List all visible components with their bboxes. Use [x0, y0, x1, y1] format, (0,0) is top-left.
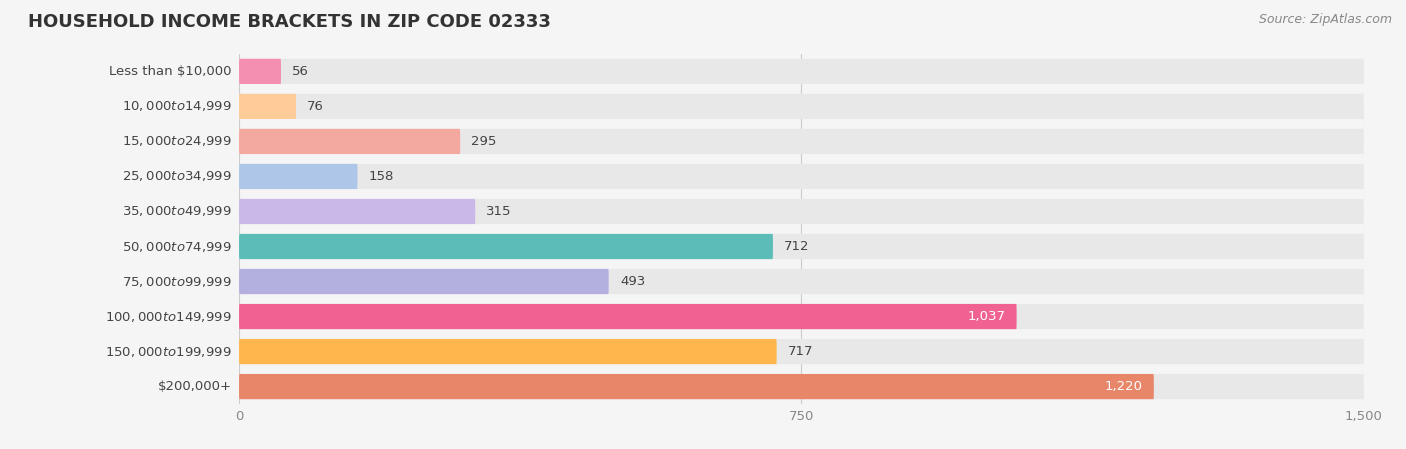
Text: 295: 295 — [471, 135, 496, 148]
Text: HOUSEHOLD INCOME BRACKETS IN ZIP CODE 02333: HOUSEHOLD INCOME BRACKETS IN ZIP CODE 02… — [28, 13, 551, 31]
FancyBboxPatch shape — [239, 59, 281, 84]
Text: 76: 76 — [308, 100, 325, 113]
Text: $25,000 to $34,999: $25,000 to $34,999 — [122, 169, 232, 184]
FancyBboxPatch shape — [239, 164, 357, 189]
Text: 1,037: 1,037 — [967, 310, 1005, 323]
Text: 56: 56 — [292, 65, 309, 78]
Text: $15,000 to $24,999: $15,000 to $24,999 — [122, 134, 232, 149]
FancyBboxPatch shape — [239, 59, 1364, 84]
FancyBboxPatch shape — [239, 94, 1364, 119]
FancyBboxPatch shape — [239, 374, 1154, 399]
Text: $150,000 to $199,999: $150,000 to $199,999 — [105, 344, 232, 359]
FancyBboxPatch shape — [239, 304, 1364, 329]
FancyBboxPatch shape — [239, 159, 1364, 194]
Text: Source: ZipAtlas.com: Source: ZipAtlas.com — [1258, 13, 1392, 26]
FancyBboxPatch shape — [239, 199, 1364, 224]
Text: 712: 712 — [785, 240, 810, 253]
FancyBboxPatch shape — [239, 339, 1364, 364]
Text: Less than $10,000: Less than $10,000 — [110, 65, 232, 78]
Text: 158: 158 — [368, 170, 394, 183]
FancyBboxPatch shape — [239, 194, 1364, 229]
FancyBboxPatch shape — [239, 339, 776, 364]
Text: $200,000+: $200,000+ — [157, 380, 232, 393]
Text: $35,000 to $49,999: $35,000 to $49,999 — [122, 204, 232, 219]
FancyBboxPatch shape — [239, 129, 460, 154]
FancyBboxPatch shape — [239, 89, 1364, 124]
FancyBboxPatch shape — [239, 54, 1364, 89]
FancyBboxPatch shape — [239, 269, 1364, 294]
Text: 717: 717 — [787, 345, 814, 358]
Text: $10,000 to $14,999: $10,000 to $14,999 — [122, 99, 232, 114]
FancyBboxPatch shape — [239, 269, 609, 294]
Text: 493: 493 — [620, 275, 645, 288]
FancyBboxPatch shape — [239, 94, 297, 119]
FancyBboxPatch shape — [239, 369, 1364, 404]
FancyBboxPatch shape — [239, 304, 1017, 329]
Text: $50,000 to $74,999: $50,000 to $74,999 — [122, 239, 232, 254]
FancyBboxPatch shape — [239, 129, 1364, 154]
FancyBboxPatch shape — [239, 124, 1364, 159]
FancyBboxPatch shape — [239, 264, 1364, 299]
FancyBboxPatch shape — [239, 234, 773, 259]
FancyBboxPatch shape — [239, 234, 1364, 259]
FancyBboxPatch shape — [239, 299, 1364, 334]
Text: 1,220: 1,220 — [1105, 380, 1143, 393]
Text: 315: 315 — [486, 205, 512, 218]
FancyBboxPatch shape — [239, 374, 1364, 399]
FancyBboxPatch shape — [239, 334, 1364, 369]
Text: $75,000 to $99,999: $75,000 to $99,999 — [122, 274, 232, 289]
FancyBboxPatch shape — [239, 164, 1364, 189]
FancyBboxPatch shape — [239, 199, 475, 224]
Text: $100,000 to $149,999: $100,000 to $149,999 — [105, 309, 232, 324]
FancyBboxPatch shape — [239, 229, 1364, 264]
